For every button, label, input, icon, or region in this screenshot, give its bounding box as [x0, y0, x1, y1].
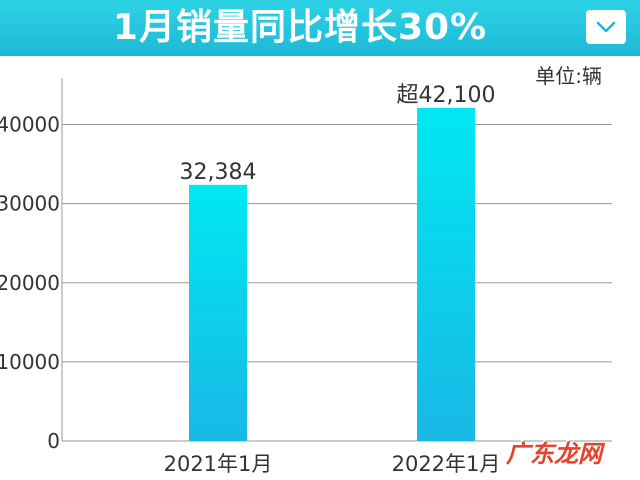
- bar-1: [417, 107, 475, 441]
- data-label-0: 32,384: [180, 160, 257, 185]
- y-tick-label: 20000: [0, 271, 60, 295]
- unit-label: 单位:辆: [535, 64, 602, 88]
- dropdown-button[interactable]: [586, 10, 626, 44]
- y-tick-label: 30000: [0, 192, 60, 216]
- y-tick-label: 10000: [0, 350, 60, 374]
- chevron-down-icon: [596, 21, 616, 33]
- watermark: 广东龙网: [506, 440, 602, 468]
- bar-0: [189, 184, 247, 441]
- data-label-1: 超42,100: [397, 83, 496, 108]
- y-tick-label: 0: [47, 429, 60, 453]
- title-bar: 1月销量同比增长30%: [0, 0, 640, 56]
- x-tick-label-0: 2021年1月: [164, 452, 273, 476]
- page-title: 1月销量同比增长30%: [112, 7, 488, 48]
- x-tick-label-1: 2022年1月: [392, 452, 501, 476]
- y-tick-label: 40000: [0, 113, 60, 137]
